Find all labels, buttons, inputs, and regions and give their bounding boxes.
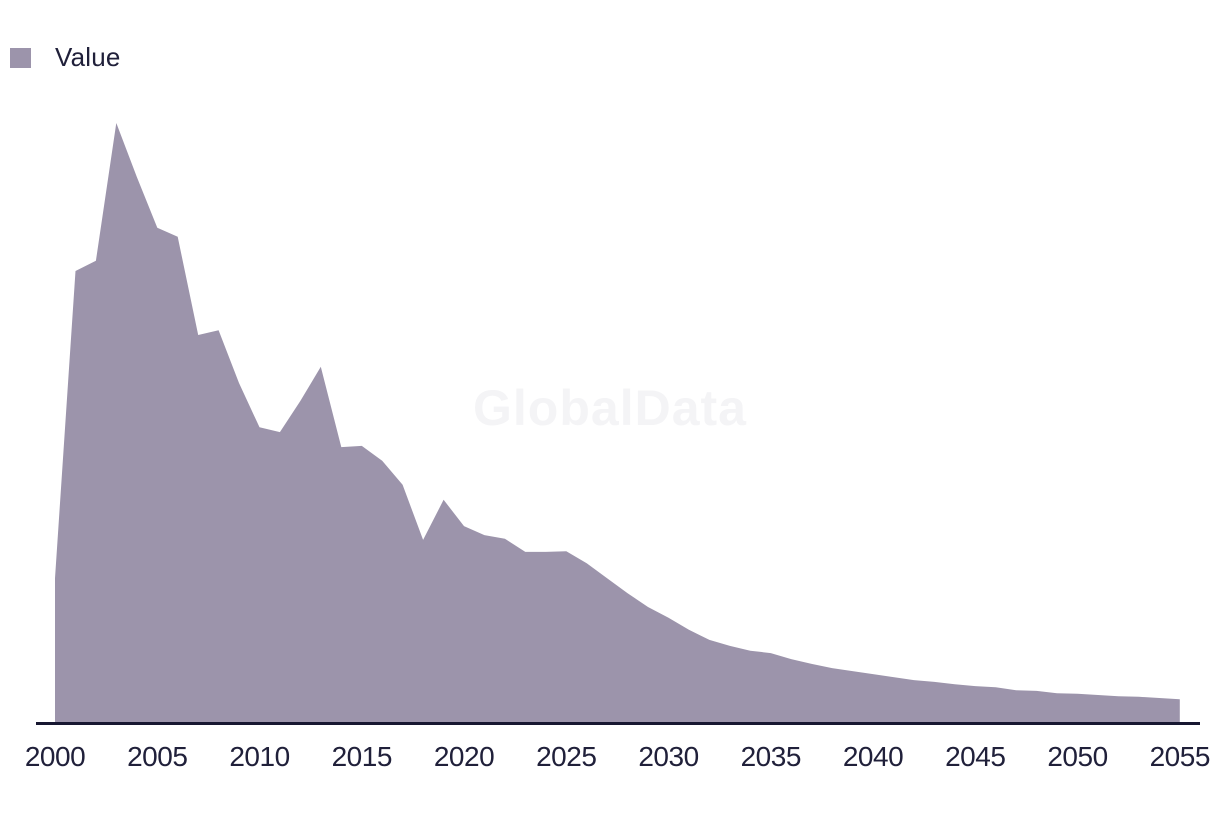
area-series[interactable] xyxy=(55,123,1180,722)
x-tick-label: 2030 xyxy=(638,741,699,772)
x-tick-label: 2015 xyxy=(331,741,393,772)
x-tick-label: 2020 xyxy=(433,741,495,772)
legend-swatch[interactable] xyxy=(10,47,31,68)
x-tick-label: 2025 xyxy=(536,741,597,772)
x-tick-label: 2000 xyxy=(24,741,86,772)
x-tick-label: 2050 xyxy=(1047,741,1108,772)
x-tick-label: 2035 xyxy=(740,741,802,772)
legend-label[interactable]: Value xyxy=(55,42,121,72)
x-tick-label: 2040 xyxy=(842,741,904,772)
x-tick-label: 2045 xyxy=(945,741,1006,772)
x-tick-label: 2005 xyxy=(127,741,188,772)
legend[interactable]: Value xyxy=(10,42,121,73)
x-tick-label: 2010 xyxy=(229,741,290,772)
x-tick-label: 2055 xyxy=(1149,741,1211,772)
